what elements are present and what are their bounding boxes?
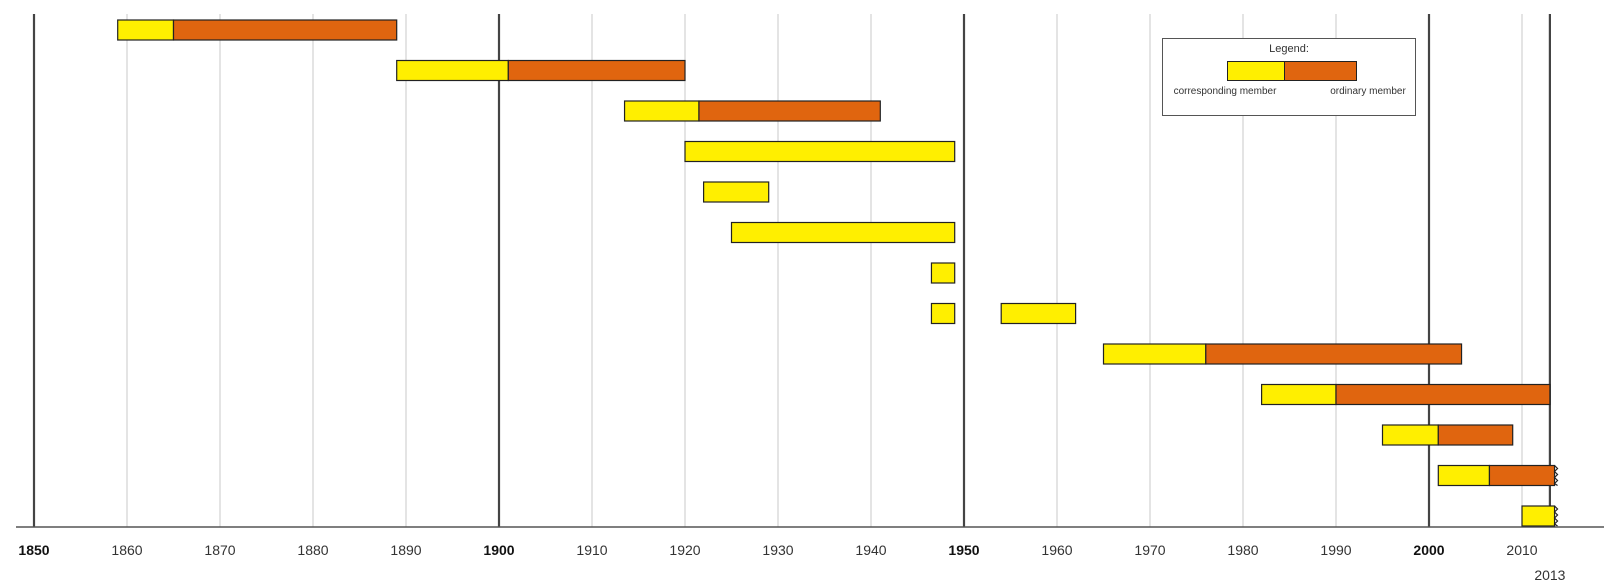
tick-label-1900: 1900 xyxy=(483,542,514,558)
bar-row9-corresponding-0 xyxy=(1102,343,1207,365)
bar-row12-ordinary-1 xyxy=(1488,464,1556,487)
bar-row3-ordinary-1 xyxy=(698,100,881,122)
legend-title: Legend: xyxy=(1269,43,1309,55)
bar-row11-ordinary-1 xyxy=(1437,424,1514,446)
legend: Legend: corresponding member ordinary me… xyxy=(1162,38,1416,116)
legend-corresponding-label: corresponding member xyxy=(1173,86,1277,97)
bar-row8-corresponding-0 xyxy=(930,302,956,325)
ongoing-marker xyxy=(1553,465,1559,486)
bar-row1-ordinary-1 xyxy=(172,19,398,41)
bar-row5-corresponding-0 xyxy=(702,181,770,203)
tick-label-1880: 1880 xyxy=(297,542,328,558)
bar-row2-ordinary-1 xyxy=(507,59,686,82)
bar-row12-corresponding-0 xyxy=(1437,464,1491,487)
tick-label-1890: 1890 xyxy=(390,542,421,558)
tick-label-1990: 1990 xyxy=(1320,542,1351,558)
tick-label-1950: 1950 xyxy=(948,542,979,558)
tick-label-1940: 1940 xyxy=(855,542,886,558)
ongoing-marker xyxy=(1553,505,1559,527)
bar-row13-corresponding-0 xyxy=(1521,505,1556,527)
bar-row1-corresponding-0 xyxy=(117,19,175,41)
bar-row7-corresponding-0 xyxy=(930,262,956,284)
legend-ordinary-label: ordinary member xyxy=(1330,86,1406,97)
tick-label-1960: 1960 xyxy=(1041,542,1072,558)
bar-row3-corresponding-0 xyxy=(623,100,700,122)
bar-row8-corresponding-1 xyxy=(1000,302,1077,325)
tick-label-1970: 1970 xyxy=(1134,542,1165,558)
tick-label-2010: 2010 xyxy=(1506,542,1537,558)
tick-label-1860: 1860 xyxy=(111,542,142,558)
bar-row10-ordinary-1 xyxy=(1335,383,1551,406)
tick-label-2013: 2013 xyxy=(1534,567,1565,583)
legend-corresponding-swatch xyxy=(1227,61,1285,81)
tick-label-2000: 2000 xyxy=(1413,542,1444,558)
bar-row2-corresponding-0 xyxy=(396,59,509,82)
tick-label-1920: 1920 xyxy=(669,542,700,558)
bar-row11-corresponding-0 xyxy=(1381,424,1439,446)
tick-label-1930: 1930 xyxy=(762,542,793,558)
tick-label-1910: 1910 xyxy=(576,542,607,558)
bar-row10-corresponding-0 xyxy=(1260,383,1337,406)
tick-label-1980: 1980 xyxy=(1227,542,1258,558)
tick-label-1870: 1870 xyxy=(204,542,235,558)
bar-row4-corresponding-0 xyxy=(684,140,956,163)
tick-label-1850: 1850 xyxy=(18,542,49,558)
bar-row6-corresponding-0 xyxy=(730,221,956,244)
bar-row9-ordinary-1 xyxy=(1205,343,1463,365)
legend-ordinary-swatch xyxy=(1284,61,1357,81)
